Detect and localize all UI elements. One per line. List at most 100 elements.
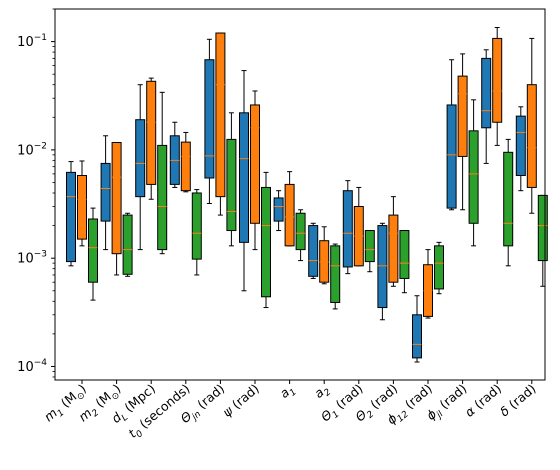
iqr-box xyxy=(388,214,399,283)
iqr-box xyxy=(377,225,388,309)
iqr-box xyxy=(364,230,375,263)
box-2-2 xyxy=(111,142,122,276)
iqr-box xyxy=(457,75,468,157)
box-3-3 xyxy=(157,91,168,255)
x-tick-label: a1 xyxy=(277,381,299,404)
box-2-11 xyxy=(423,249,433,319)
box-3-5 xyxy=(226,112,237,247)
label-unit: (rad) xyxy=(503,381,539,415)
label-subscript: 1 xyxy=(56,408,67,419)
label-unit: (rad) xyxy=(226,381,262,415)
iqr-box xyxy=(191,192,202,260)
iqr-box xyxy=(204,59,215,179)
iqr-box xyxy=(526,84,537,188)
box-2-9 xyxy=(353,186,364,267)
iqr-box xyxy=(273,197,284,222)
box-3-6 xyxy=(261,171,271,309)
box-1-14 xyxy=(515,106,526,192)
iqr-box xyxy=(239,112,249,243)
iqr-box xyxy=(100,162,111,222)
iqr-box xyxy=(226,138,237,232)
box-2-12 xyxy=(457,53,468,211)
label-symbol: m xyxy=(41,405,60,424)
box-1-5 xyxy=(204,38,215,204)
box-3-2 xyxy=(122,212,133,277)
iqr-box xyxy=(295,212,306,251)
label-subscript: 0 xyxy=(134,429,145,441)
x-tick-label: a2 xyxy=(311,381,333,404)
box-1-6 xyxy=(239,70,249,292)
box-2-3 xyxy=(146,77,157,200)
box-1-13 xyxy=(481,49,492,164)
y-tick-label: 10−4 xyxy=(17,358,47,375)
iqr-box xyxy=(481,57,492,129)
x-tick-label: ψ (rad) xyxy=(220,381,262,420)
iqr-box xyxy=(468,130,479,224)
iqr-box xyxy=(446,104,457,209)
label-unit: (rad) xyxy=(364,381,400,415)
iqr-box xyxy=(330,245,341,303)
x-axis: m1 (M⊙)m2 (M⊙)dL (Mpc)t0 (seconds)Θjn (r… xyxy=(41,380,539,441)
iqr-box xyxy=(492,37,503,123)
plot-area xyxy=(66,26,548,363)
box-1-11 xyxy=(412,295,422,363)
box-1-9 xyxy=(342,180,353,275)
iqr-box xyxy=(319,240,330,283)
box-2-1 xyxy=(77,160,87,247)
label-subscript: 2 xyxy=(323,387,334,399)
box-3-7 xyxy=(295,209,306,262)
iqr-box xyxy=(180,141,191,192)
label-subscript: 2 xyxy=(365,409,376,421)
y-tick-label: 10−2 xyxy=(17,141,47,158)
iqr-box xyxy=(157,144,168,251)
box-2-4 xyxy=(180,131,191,193)
label-subscript: 1 xyxy=(288,387,299,398)
y-axis: 10−410−310−210−1 xyxy=(17,8,55,378)
box-2-6 xyxy=(250,90,260,251)
y-tick-base: 10 xyxy=(17,35,34,50)
box-1-8 xyxy=(308,222,319,279)
box-2-14 xyxy=(526,37,537,214)
y-tick-base: 10 xyxy=(17,252,34,267)
iqr-box xyxy=(399,230,410,279)
box-1-1 xyxy=(66,161,76,267)
iqr-box xyxy=(434,245,444,290)
box-1-10 xyxy=(377,222,388,321)
y-tick-exponent: −2 xyxy=(34,141,47,151)
box-3-8 xyxy=(330,243,341,310)
box-3-1 xyxy=(88,207,98,301)
y-tick-label: 10−1 xyxy=(17,33,47,50)
box-3-4 xyxy=(191,189,202,276)
iqr-box xyxy=(122,214,133,275)
iqr-box xyxy=(77,175,87,240)
iqr-box xyxy=(342,190,353,268)
y-tick-base: 10 xyxy=(17,360,34,375)
box-3-9 xyxy=(364,230,375,273)
box-1-12 xyxy=(446,59,457,211)
y-tick-exponent: −3 xyxy=(34,250,47,260)
box-3-14 xyxy=(537,194,548,287)
x-tick-label: α (rad) xyxy=(462,381,504,420)
iqr-box xyxy=(537,194,548,262)
x-tick-label: δ (rad) xyxy=(497,381,539,420)
iqr-box xyxy=(503,151,514,247)
box-1-7 xyxy=(273,190,284,232)
axes-frame xyxy=(54,8,546,381)
y-tick-exponent: −1 xyxy=(34,33,47,43)
label-subscript: L xyxy=(120,413,130,424)
iqr-box xyxy=(515,115,526,177)
box-1-4 xyxy=(169,121,180,188)
iqr-box xyxy=(215,32,226,198)
box-3-12 xyxy=(468,99,479,247)
box-3-13 xyxy=(503,138,514,267)
y-tick-base: 10 xyxy=(17,143,34,158)
box-2-13 xyxy=(492,26,503,146)
iqr-box xyxy=(250,104,260,224)
x-tick-label: m2 (M⊙) xyxy=(76,381,126,427)
box-1-2 xyxy=(100,135,111,251)
iqr-box xyxy=(261,186,271,298)
label-subscript: 1 xyxy=(331,409,342,420)
y-tick-label: 10−3 xyxy=(17,250,47,267)
box-1-3 xyxy=(135,84,146,251)
label-subscript: 2 xyxy=(90,408,101,420)
